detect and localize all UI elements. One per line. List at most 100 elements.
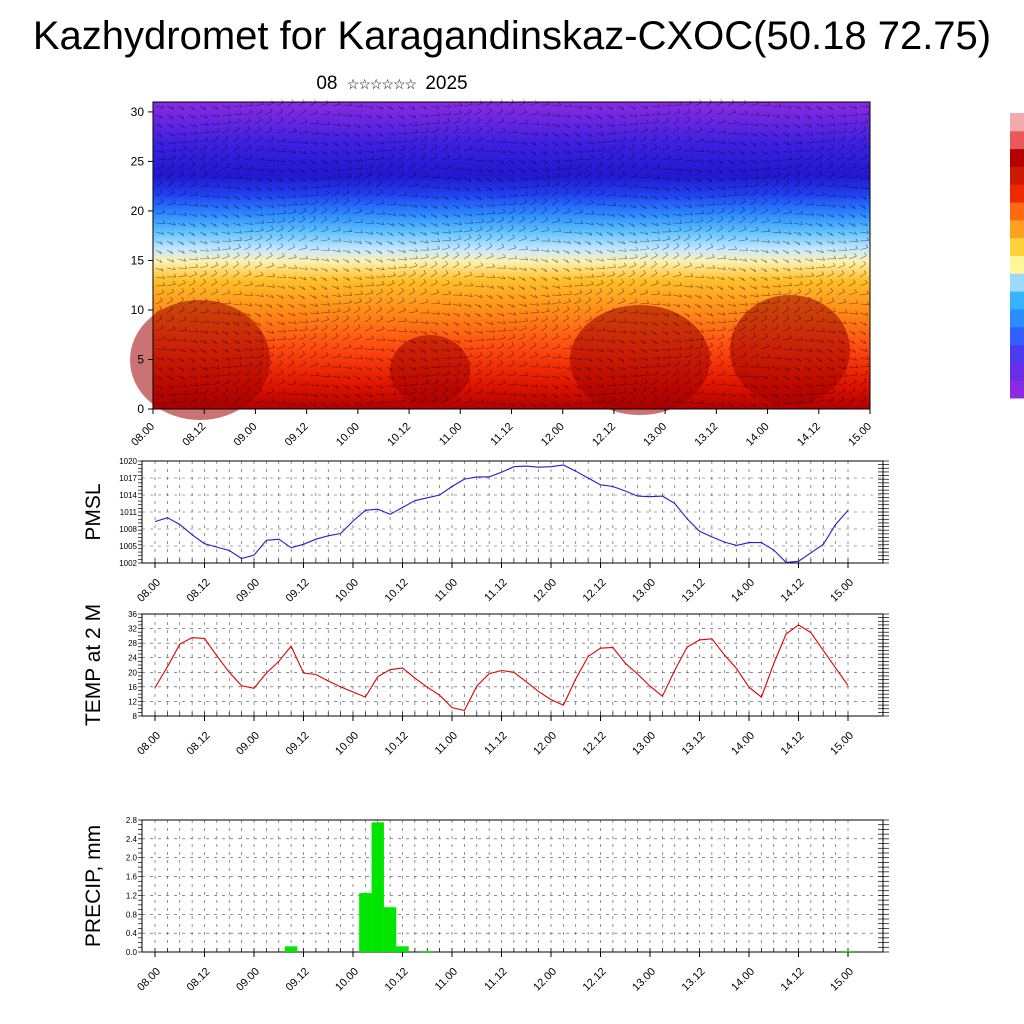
wind-barb xyxy=(474,119,481,125)
wind-barb-tick xyxy=(424,106,427,110)
wind-barb-tick xyxy=(468,331,471,335)
wind-barb xyxy=(573,317,581,323)
wind-barb-tick xyxy=(239,104,242,108)
wind-barb-tick xyxy=(313,403,317,407)
wind-barb-tick xyxy=(162,401,165,405)
wind-barb-tick xyxy=(303,276,307,281)
wind-barb-tick xyxy=(710,160,714,164)
wind-barb-tick xyxy=(346,189,350,193)
wind-barb-tick xyxy=(821,375,824,379)
wind-barb-tick xyxy=(566,180,570,184)
wind-barb xyxy=(155,240,163,245)
wind-barb xyxy=(628,366,638,370)
wind-barb xyxy=(815,105,822,111)
wind-barb-tick xyxy=(478,108,482,112)
wind-barb xyxy=(683,119,690,125)
wind-barb xyxy=(166,357,174,362)
wind-barb-tick xyxy=(798,288,802,292)
pmsl-panel-x-tick-label: 08.12 xyxy=(185,577,213,605)
wind-barb-tick xyxy=(775,385,778,390)
wind-barb-tick xyxy=(677,234,681,239)
wind-barb-tick xyxy=(227,252,230,257)
wind-barb-tick xyxy=(786,305,789,310)
wind-barb xyxy=(573,292,583,296)
wind-barb-tick xyxy=(600,180,603,184)
wind-barb xyxy=(232,348,241,353)
wind-barb xyxy=(639,264,647,269)
wind-barb-tick xyxy=(643,135,647,139)
wind-barb-tick xyxy=(271,168,274,172)
wind-barb-tick xyxy=(458,361,462,365)
wind-barb xyxy=(485,168,493,173)
wind-barb xyxy=(639,339,646,345)
wind-barb-tick xyxy=(612,375,615,379)
wind-barb xyxy=(254,204,262,209)
wind-barb-tick xyxy=(765,207,768,211)
wind-barb xyxy=(705,312,714,317)
wind-barb xyxy=(650,282,659,287)
wind-barb xyxy=(474,391,483,395)
wind-barb-tick xyxy=(852,387,856,391)
wind-barb-tick xyxy=(842,261,846,266)
wind-barb-tick xyxy=(467,125,470,130)
wind-barb xyxy=(430,138,438,143)
wind-barb-tick xyxy=(314,295,317,299)
wind-barb xyxy=(276,246,284,251)
wind-barb xyxy=(584,375,591,381)
wind-barb xyxy=(199,114,208,119)
wind-barb xyxy=(650,339,658,344)
wind-barb xyxy=(749,123,759,127)
wind-barb-tick xyxy=(214,152,217,157)
wind-barb xyxy=(430,114,440,117)
wind-barb-tick xyxy=(491,285,495,289)
wind-barb xyxy=(848,176,858,179)
wind-barb xyxy=(727,402,735,407)
wind-barb xyxy=(738,218,746,224)
wind-barb xyxy=(485,236,492,242)
y-tick-label: 10 xyxy=(131,303,145,317)
wind-barb-tick xyxy=(820,223,823,227)
wind-barb-tick xyxy=(753,142,757,146)
temp-panel-y-tick-label: 16 xyxy=(128,683,137,692)
wind-barb xyxy=(243,213,252,218)
wind-barb xyxy=(375,318,384,323)
wind-barb xyxy=(309,141,318,145)
wind-barb xyxy=(364,201,373,206)
wind-barb xyxy=(529,193,539,197)
wind-barb-tick xyxy=(787,393,791,398)
wind-barb xyxy=(683,312,690,318)
wind-barb-tick xyxy=(842,232,845,236)
wind-barb-tick xyxy=(853,153,856,157)
wind-barb xyxy=(826,231,834,237)
wind-barb xyxy=(573,166,583,170)
wind-barb xyxy=(265,119,272,125)
wind-barb-tick xyxy=(173,280,176,285)
wind-barb xyxy=(342,240,352,243)
wind-barb-tick xyxy=(820,349,823,353)
wind-barb xyxy=(507,150,516,155)
wind-barb-tick xyxy=(612,397,615,401)
wind-barb-tick xyxy=(291,360,295,364)
wind-barb-tick xyxy=(338,248,341,253)
wind-barb-tick xyxy=(480,388,484,392)
wind-barb-tick xyxy=(283,210,287,214)
wind-barb xyxy=(771,402,780,406)
wind-barb-tick xyxy=(534,268,537,272)
wind-barb-tick xyxy=(854,357,858,361)
wind-barb xyxy=(397,114,405,119)
wind-barb-tick xyxy=(721,207,725,212)
wind-barb xyxy=(617,290,625,296)
wind-barb xyxy=(848,186,858,189)
wind-barb xyxy=(298,353,305,359)
wind-barb xyxy=(760,267,767,273)
wind-barb-tick xyxy=(203,349,206,354)
wind-barb-tick xyxy=(369,297,372,301)
wind-barb-tick xyxy=(833,129,837,133)
wind-barb xyxy=(353,175,362,179)
wind-barb-tick xyxy=(184,265,188,269)
wind-barb xyxy=(331,229,341,233)
wind-barb-tick xyxy=(612,307,615,311)
wind-barb-tick xyxy=(645,127,648,131)
wind-barb-tick xyxy=(357,142,361,146)
wind-barb-tick xyxy=(854,321,857,325)
